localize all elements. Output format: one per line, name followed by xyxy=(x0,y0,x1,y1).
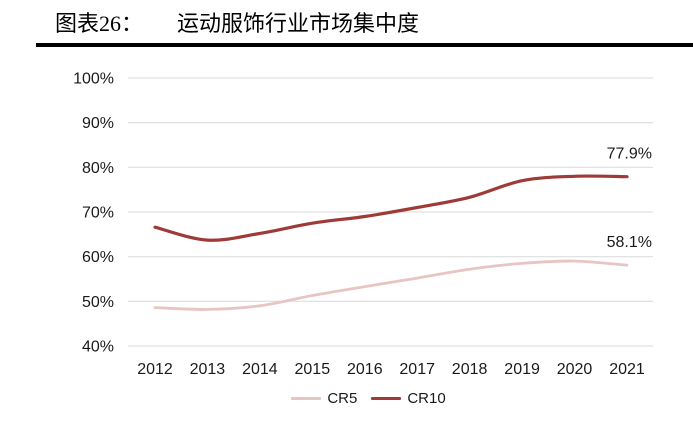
cr10-line-swatch xyxy=(371,397,402,400)
cr10-line xyxy=(153,174,629,242)
figure-header: 图表26： 运动服饰行业市场集中度 xyxy=(55,6,419,38)
y-axis-tick-label: 60% xyxy=(82,249,114,266)
legend-item-cr10: CR10 xyxy=(371,390,446,407)
cr5-line xyxy=(153,259,629,311)
cr5-value-label: 58.1% xyxy=(607,234,652,251)
y-axis-tick-label: 90% xyxy=(82,115,114,132)
x-axis-tick-label: 2016 xyxy=(347,361,383,378)
figure-number-label: 图表26： xyxy=(55,11,144,36)
y-axis-tick-label: 50% xyxy=(82,294,114,311)
legend-item-cr5: CR5 xyxy=(291,390,357,407)
x-axis-tick-label: 2014 xyxy=(242,361,278,378)
x-axis-tick-label: 2017 xyxy=(399,361,435,378)
header-rule xyxy=(36,43,693,47)
x-axis-tick-label: 2021 xyxy=(609,361,645,378)
y-axis-tick-label: 40% xyxy=(82,339,114,356)
x-axis-tick-label: 2015 xyxy=(295,361,331,378)
cr5-legend-label: CR5 xyxy=(327,390,358,407)
cr10-value-label: 77.9% xyxy=(607,146,652,163)
x-axis-tick-label: 2013 xyxy=(190,361,226,378)
x-axis-tick-label: 2020 xyxy=(557,361,593,378)
chart-legend: CR5 CR10 xyxy=(22,390,693,407)
figure-title: 运动服饰行业市场集中度 xyxy=(177,11,420,36)
x-axis-tick-label: 2018 xyxy=(452,361,488,378)
y-axis-tick-label: 70% xyxy=(82,205,114,222)
cr10-legend-label: CR10 xyxy=(407,390,446,407)
y-axis-tick-label: 80% xyxy=(82,160,114,177)
x-axis-tick-label: 2019 xyxy=(504,361,540,378)
x-axis-tick-label: 2012 xyxy=(137,361,173,378)
cr5-line-swatch xyxy=(291,397,322,400)
y-axis-tick-label: 100% xyxy=(73,71,114,88)
market-concentration-line-chart: 40% 50% 60% 70% 80% 90% 100% 2012 2013 2014 2015 20… xyxy=(73,71,653,378)
